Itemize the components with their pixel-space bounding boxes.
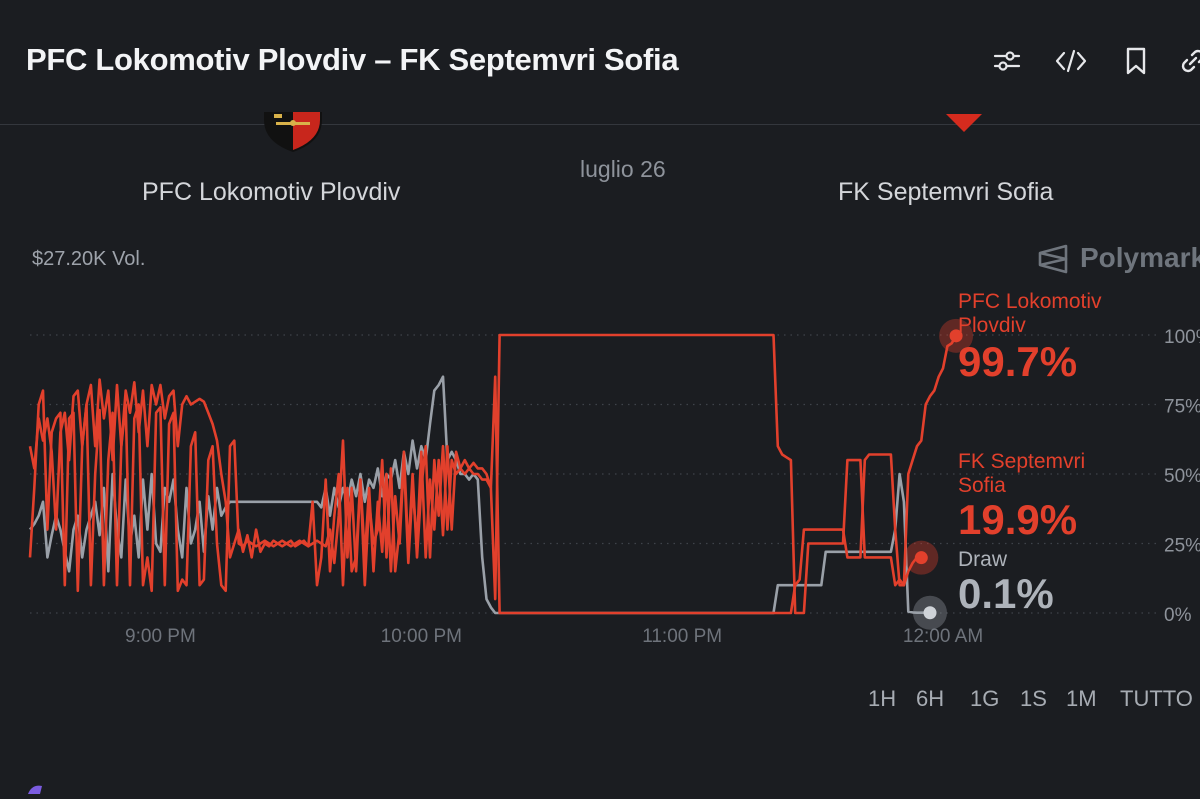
home-team-name: PFC Lokomotiv Plovdiv [142,178,401,206]
timeframe-1g[interactable]: 1G [970,686,1000,711]
legend-home-name-line2: Plovdiv [958,314,1026,337]
series-end-point [923,606,937,620]
legend-away-value: 19.9% [958,496,1077,543]
legend-home-value: 99.7% [958,338,1077,385]
polymarket-logo-icon [1038,244,1068,274]
home-team-logo [262,112,324,152]
series-line-2 [28,375,930,615]
legend-away-name-line2: Sofia [958,474,1006,497]
legend-away-name-line1: FK Septemvri [958,450,1085,473]
page-title: PFC Lokomotiv Plovdiv – FK Septemvri Sof… [26,42,679,77]
bookmark-icon[interactable] [1119,44,1153,78]
series-end-point [914,551,928,565]
timeframe-1h[interactable]: 1H [868,686,897,711]
away-team-name: FK Septemvri Sofia [838,178,1054,206]
legend-home-name-line1: PFC Lokomotiv [958,290,1102,313]
y-tick-label: 0% [1164,605,1192,626]
y-tick-label: 75% [1164,397,1200,418]
volume-label: $27.20K Vol. [32,248,146,270]
legend-draw-name: Draw [958,548,1008,571]
code-icon[interactable] [1054,44,1088,78]
y-tick-label: 50% [1164,466,1200,487]
match-date: luglio 26 [580,156,666,182]
timeframe-tutto[interactable]: TUTTO [1120,686,1193,711]
timeframe-1m[interactable]: 1M [1066,686,1097,711]
y-tick-label: 100% [1164,327,1200,348]
x-tick-label: 9:00 PM [125,626,196,647]
x-tick-label: 11:00 PM [642,626,722,647]
probability-chart[interactable]: 0% 25% 50% 75% 100% 9:00 PM 10:00 PM 11:00 PM 1… [0,280,1200,660]
series-line-1 [28,333,922,615]
x-tick-label: 10:00 PM [381,626,462,647]
away-team-logo [944,114,984,134]
series-end-point [949,329,963,343]
x-tick-label: 12:00 AM [903,626,983,647]
timeframe-1s[interactable]: 1S [1020,686,1047,711]
sliders-icon[interactable] [990,44,1024,78]
bottom-section [0,780,1200,794]
series-line-0 [28,335,958,615]
brand-name: Polymark [1080,242,1200,273]
header: PFC Lokomotiv Plovdiv – FK Septemvri Sof… [0,0,1200,125]
link-icon[interactable] [1176,44,1200,78]
timeframe-6h[interactable]: 6H [916,686,945,711]
legend-draw-value: 0.1% [958,570,1054,617]
y-tick-label: 25% [1164,536,1200,557]
